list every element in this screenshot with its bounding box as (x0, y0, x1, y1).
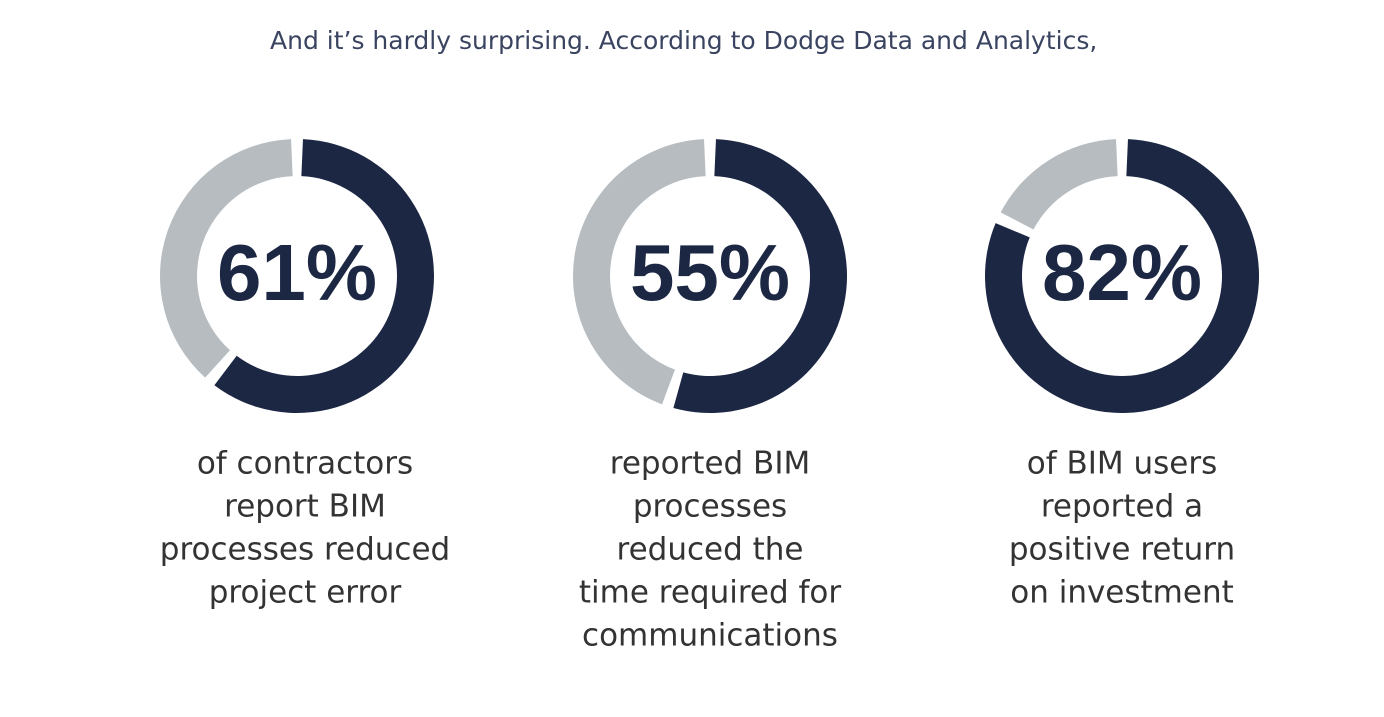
donut-remainder (1000, 139, 1118, 230)
caption-line: project error (209, 575, 402, 611)
caption-line: communications (582, 618, 838, 654)
caption-line: reported a (1041, 489, 1203, 525)
caption-line: on investment (1010, 575, 1234, 611)
donut-segment (214, 139, 434, 414)
caption-line: processes reduced (160, 532, 450, 568)
center-value: 61% (217, 228, 377, 317)
intro-text: And it’s hardly surprising. According to… (270, 26, 1097, 55)
caption-line: reduced the (617, 532, 804, 568)
donut-remainder (159, 139, 293, 378)
caption-line: of BIM users (1027, 446, 1218, 482)
caption-line: positive return (1009, 532, 1235, 568)
caption-line: of contractors (197, 446, 413, 482)
donut-remainder (573, 139, 706, 405)
caption-line: processes (633, 489, 787, 525)
center-value: 55% (630, 228, 790, 317)
donut-segment (673, 139, 848, 414)
center-value: 82% (1042, 228, 1202, 317)
caption-line: time required for (579, 575, 842, 611)
caption-line: report BIM (224, 489, 386, 525)
caption-line: reported BIM (610, 446, 810, 482)
